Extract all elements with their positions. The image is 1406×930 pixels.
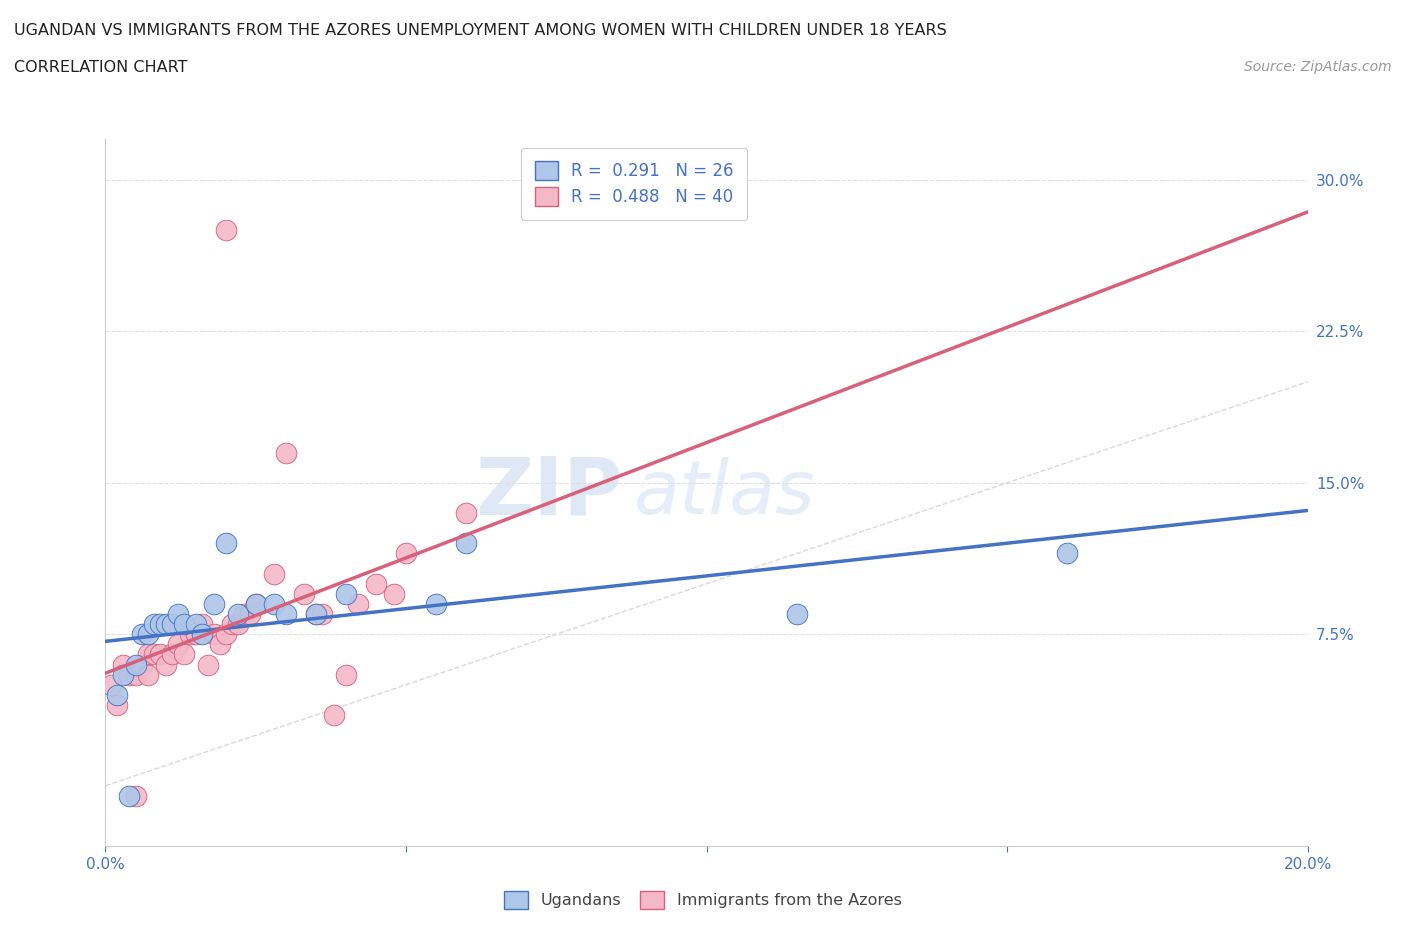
Point <box>274 606 297 621</box>
Point <box>347 596 370 611</box>
Point <box>305 606 328 621</box>
Point <box>263 566 285 581</box>
Point <box>118 667 141 682</box>
Point <box>112 667 135 682</box>
Point <box>155 617 177 631</box>
Text: atlas: atlas <box>634 457 815 529</box>
Point <box>136 627 159 642</box>
Point <box>160 647 183 662</box>
Point <box>124 658 146 672</box>
Point <box>1056 546 1078 561</box>
Point <box>142 647 165 662</box>
Point <box>335 587 357 602</box>
Point <box>124 789 146 804</box>
Text: CORRELATION CHART: CORRELATION CHART <box>14 60 187 75</box>
Point <box>184 627 207 642</box>
Point <box>263 596 285 611</box>
Legend: Ugandans, Immigrants from the Azores: Ugandans, Immigrants from the Azores <box>496 883 910 917</box>
Text: UGANDAN VS IMMIGRANTS FROM THE AZORES UNEMPLOYMENT AMONG WOMEN WITH CHILDREN UND: UGANDAN VS IMMIGRANTS FROM THE AZORES UN… <box>14 23 946 38</box>
Point <box>155 658 177 672</box>
Point <box>118 789 141 804</box>
Point <box>232 606 254 621</box>
Point <box>239 606 262 621</box>
Point <box>245 596 267 611</box>
Point <box>148 647 170 662</box>
Point <box>190 617 212 631</box>
Point <box>136 647 159 662</box>
Point <box>214 627 236 642</box>
Point <box>160 617 183 631</box>
Point <box>454 506 477 521</box>
Point <box>131 627 153 642</box>
Point <box>100 677 122 692</box>
Point <box>274 445 297 460</box>
Point <box>166 606 188 621</box>
Point <box>364 577 387 591</box>
Point <box>226 606 249 621</box>
Point <box>311 606 333 621</box>
Point <box>305 606 328 621</box>
Text: Source: ZipAtlas.com: Source: ZipAtlas.com <box>1244 60 1392 74</box>
Legend: R =  0.291   N = 26, R =  0.488   N = 40: R = 0.291 N = 26, R = 0.488 N = 40 <box>522 148 748 219</box>
Text: ZIP: ZIP <box>475 454 623 532</box>
Point <box>214 536 236 551</box>
Point <box>292 587 315 602</box>
Point <box>245 596 267 611</box>
Point <box>184 617 207 631</box>
Point <box>131 658 153 672</box>
Point <box>197 658 219 672</box>
Point <box>382 587 405 602</box>
Point <box>179 627 201 642</box>
Point <box>425 596 447 611</box>
Point <box>786 606 808 621</box>
Point <box>136 667 159 682</box>
Point <box>221 617 243 631</box>
Point <box>202 627 225 642</box>
Point <box>107 687 129 702</box>
Point <box>190 627 212 642</box>
Point <box>148 617 170 631</box>
Point <box>142 617 165 631</box>
Point <box>107 698 129 712</box>
Point <box>112 658 135 672</box>
Point <box>166 637 188 652</box>
Point <box>214 223 236 238</box>
Point <box>124 667 146 682</box>
Point <box>173 617 195 631</box>
Point <box>208 637 231 652</box>
Point <box>395 546 418 561</box>
Point <box>322 708 344 723</box>
Point <box>454 536 477 551</box>
Point <box>226 617 249 631</box>
Point <box>202 596 225 611</box>
Point <box>173 647 195 662</box>
Point <box>335 667 357 682</box>
